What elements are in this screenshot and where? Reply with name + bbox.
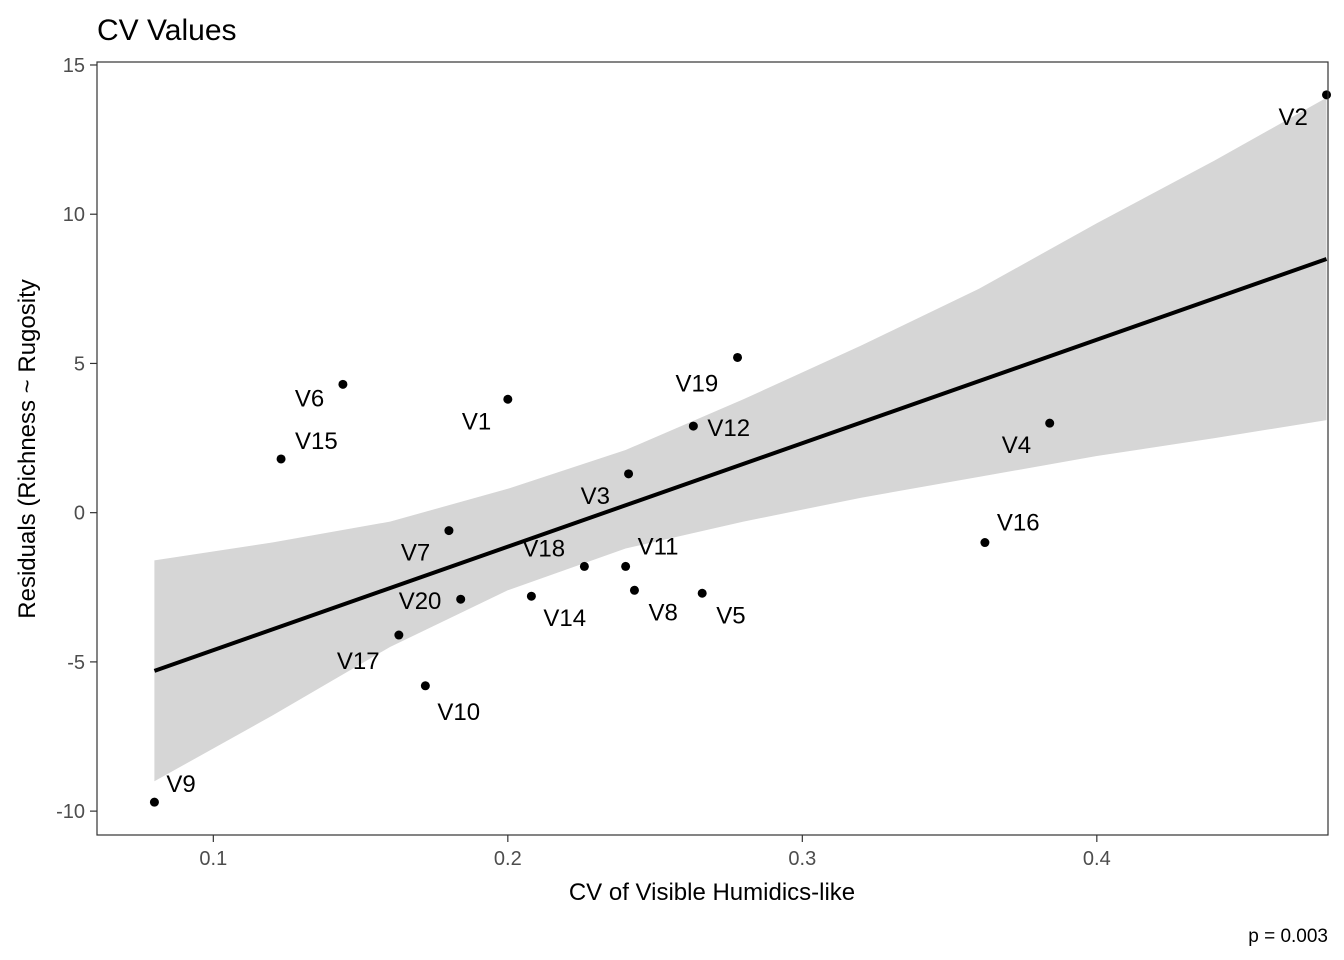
- x-axis: 0.1 0.2 0.3 0.4: [199, 835, 1111, 870]
- plot-panel-border: [96, 61, 1329, 836]
- y-tick-label: 5: [74, 353, 85, 375]
- point-label: V15: [295, 428, 338, 455]
- data-point: [338, 379, 348, 389]
- point-label: V9: [166, 771, 195, 798]
- data-point: [420, 681, 430, 691]
- chart-title: CV Values: [97, 14, 237, 47]
- regression-line: [153, 257, 1328, 673]
- point-label: V5: [716, 602, 745, 629]
- data-point: [456, 594, 466, 604]
- data-point: [444, 526, 454, 536]
- confidence-band-layer: [154, 97, 1327, 782]
- x-tick-label: 0.1: [199, 848, 227, 870]
- data-point: [503, 394, 513, 404]
- data-point: [394, 630, 404, 640]
- x-axis-title: CV of Visible Humidics-like: [569, 879, 855, 906]
- p-value-caption: p = 0.003: [1248, 926, 1328, 947]
- data-point: [579, 561, 589, 571]
- point-label: V8: [648, 599, 677, 626]
- data-point: [688, 421, 698, 431]
- data-point: [621, 561, 631, 571]
- point-label: V6: [295, 385, 324, 412]
- point-label: V18: [522, 535, 565, 562]
- point-label: V10: [437, 699, 480, 726]
- data-point-layer: [149, 90, 1332, 807]
- data-point: [1322, 90, 1332, 100]
- y-tick-label: 10: [63, 204, 85, 226]
- x-tick-label: 0.2: [494, 848, 522, 870]
- regression-line-layer: [153, 257, 1328, 673]
- point-label: V16: [997, 510, 1040, 537]
- confidence-band: [154, 97, 1327, 782]
- data-point: [733, 352, 743, 362]
- point-label: V7: [401, 540, 430, 567]
- y-axis: -10 -5 0 5 10 15: [56, 55, 97, 823]
- y-tick-label: 15: [63, 55, 85, 77]
- x-tick-label: 0.4: [1083, 848, 1111, 870]
- point-label: V2: [1279, 104, 1308, 131]
- y-tick-label: 0: [74, 503, 85, 525]
- point-label: V19: [676, 370, 719, 397]
- x-tick-label: 0.3: [788, 848, 816, 870]
- data-point: [1045, 418, 1055, 428]
- data-point: [149, 797, 159, 807]
- point-label: V3: [581, 483, 610, 510]
- point-label: V12: [707, 415, 750, 442]
- point-label: V11: [638, 533, 679, 560]
- point-label: V20: [399, 588, 442, 615]
- point-label: V1: [462, 408, 491, 435]
- data-point: [624, 469, 634, 479]
- data-point: [276, 454, 286, 464]
- point-label-layer: V1 V2 V3 V4 V5 V6 V7 V8 V9 V10 V11 V12 V14 V15 V16 V17 V…: [166, 104, 1307, 798]
- data-point: [980, 538, 990, 548]
- data-point: [526, 591, 536, 601]
- data-point: [697, 588, 707, 598]
- y-tick-label: -5: [67, 652, 85, 674]
- point-label: V17: [337, 648, 380, 675]
- y-tick-label: -10: [56, 801, 85, 823]
- point-label: V14: [543, 605, 586, 632]
- data-point: [629, 585, 639, 595]
- point-label: V4: [1002, 432, 1031, 459]
- y-axis-title: Residuals (Richness ~ Rugosity: [14, 279, 41, 618]
